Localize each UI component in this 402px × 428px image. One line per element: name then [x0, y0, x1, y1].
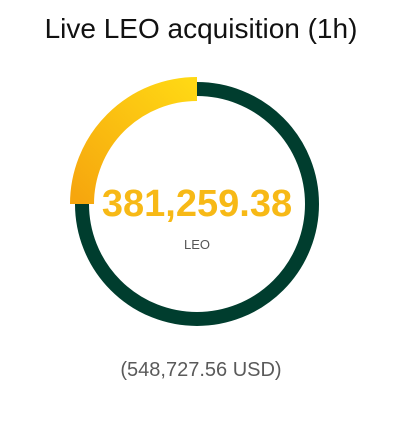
usd-value: (548,727.56 USD) [120, 359, 282, 381]
gauge-progress-arc [70, 77, 198, 205]
acquisition-unit: LEO [183, 237, 210, 252]
gauge-ring [70, 77, 319, 326]
widget-title: Live LEO acquisition (1h) [44, 13, 358, 44]
acquisition-value: 381,259.38 [101, 183, 293, 225]
acquisition-gauge: 381,259.38 LEO [70, 77, 320, 327]
